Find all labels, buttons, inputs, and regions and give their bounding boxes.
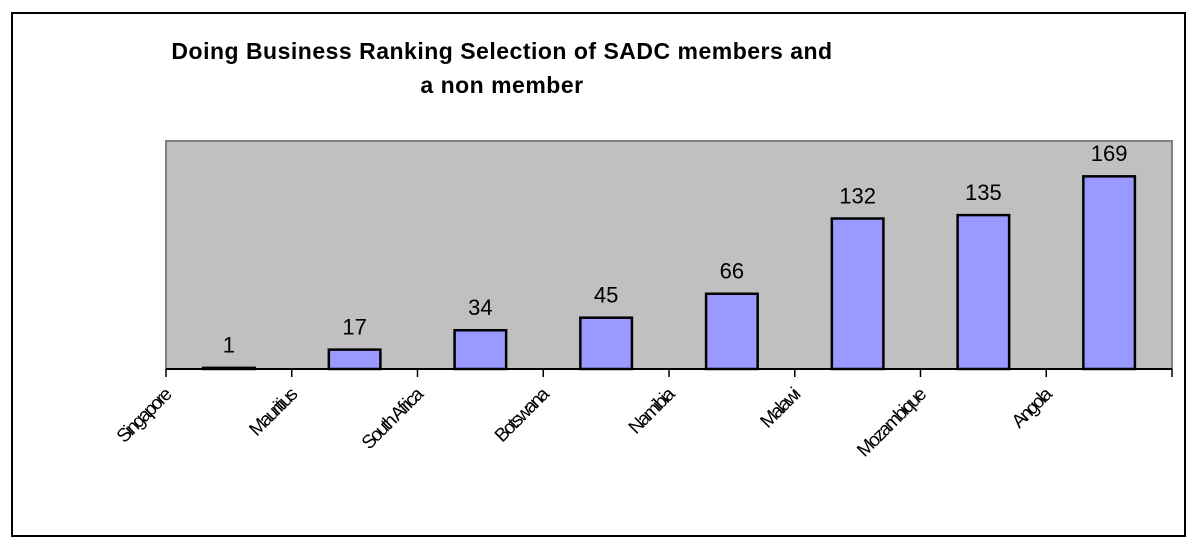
x-tick-label: South Africa bbox=[358, 383, 428, 453]
value-label: 169 bbox=[1091, 141, 1128, 166]
plot-area bbox=[165, 140, 1173, 370]
x-tick-label: Malawi bbox=[757, 385, 805, 433]
x-tick-label: Angola bbox=[1008, 383, 1057, 432]
x-tick-label: Mozambique bbox=[853, 384, 930, 461]
value-label: 17 bbox=[342, 314, 366, 339]
value-label: 132 bbox=[839, 183, 876, 208]
value-label: 34 bbox=[468, 295, 492, 320]
bar bbox=[1082, 175, 1137, 371]
bar bbox=[704, 292, 759, 371]
value-label: 45 bbox=[594, 283, 618, 308]
x-tick-label: Namibia bbox=[625, 383, 680, 438]
chart-title: Doing Business Ranking Selection of SADC… bbox=[171, 38, 833, 98]
bar bbox=[956, 213, 1011, 371]
bar bbox=[830, 217, 885, 371]
value-label: 135 bbox=[965, 180, 1002, 205]
bar bbox=[453, 328, 508, 371]
x-tick-label: Botswana bbox=[491, 383, 554, 446]
x-tick-label: Singapore bbox=[113, 384, 176, 447]
x-tick-label: Mauritius bbox=[245, 384, 302, 441]
chart-frame bbox=[11, 12, 1186, 537]
value-label: 1 bbox=[223, 333, 235, 358]
bar bbox=[327, 348, 382, 371]
bar bbox=[579, 316, 634, 371]
value-label: 66 bbox=[720, 259, 744, 284]
